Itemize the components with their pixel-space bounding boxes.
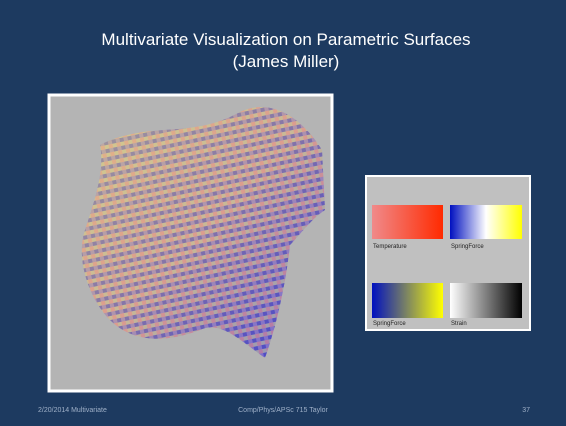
footer-left: 2/20/2014 Multivariate — [38, 407, 107, 414]
title-line: Multivariate Visualization on Parametric… — [101, 30, 470, 49]
legend-label: Strain — [451, 321, 467, 327]
surface-image — [49, 95, 332, 391]
legend-label: SpringForce — [451, 244, 484, 250]
footer-center: Comp/Phys/APSc 715 Taylor — [238, 407, 328, 414]
title-line: (James Miller) — [233, 52, 340, 71]
slide: Multivariate Visualization on Parametric… — [0, 0, 566, 426]
legend-swatch — [450, 205, 522, 239]
legend-swatch — [372, 205, 443, 239]
legend-label: Temperature — [373, 244, 407, 250]
legend-swatch — [372, 283, 443, 318]
legend-swatch — [450, 283, 522, 318]
footer-page: 37 — [522, 407, 530, 414]
legend-panel: Temperature SpringForce SpringForce Stra… — [366, 176, 530, 330]
legend-label: SpringForce — [373, 321, 406, 327]
